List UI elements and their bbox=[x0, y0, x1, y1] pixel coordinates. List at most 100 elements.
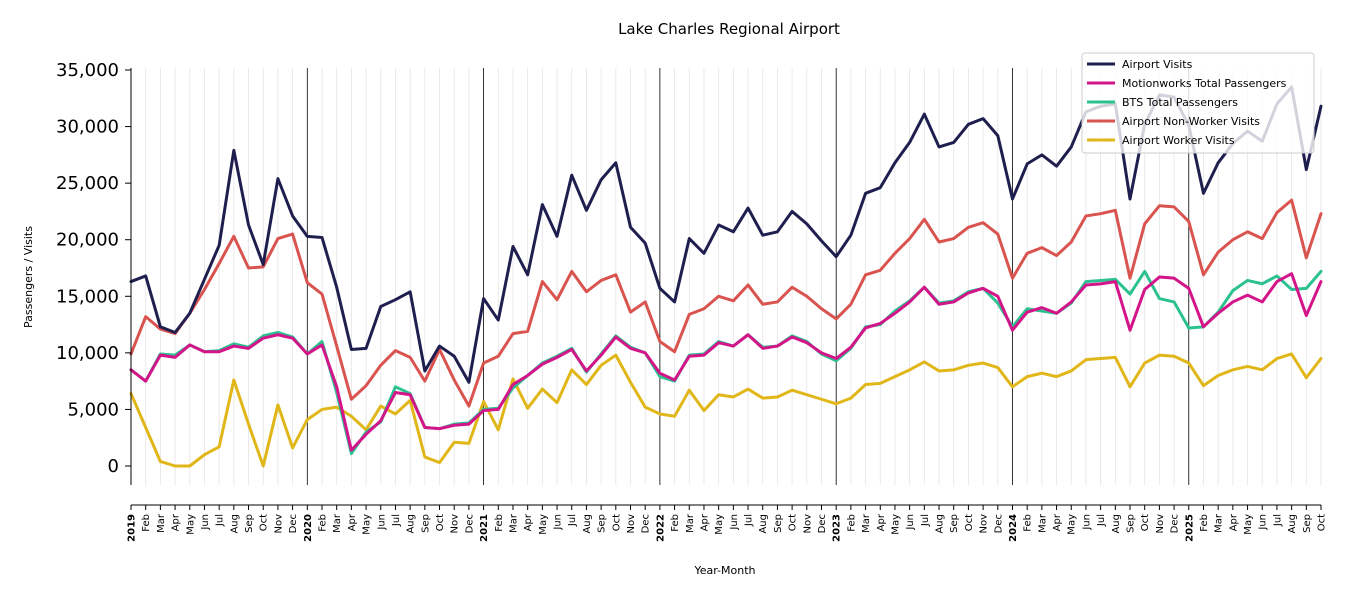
x-tick-month-label: Feb bbox=[317, 514, 328, 532]
x-tick-month-label: Oct bbox=[1140, 514, 1151, 531]
x-tick-month-label: Aug bbox=[229, 514, 240, 534]
y-tick-label: 15,000 bbox=[56, 286, 119, 307]
x-tick-month-label: Jul bbox=[1272, 514, 1283, 527]
x-tick-month-label: Jul bbox=[1096, 514, 1107, 527]
x-tick-month-label: May bbox=[714, 514, 725, 535]
x-tick-month-label: Sep bbox=[949, 514, 960, 533]
x-tick-year-label: 2019 bbox=[127, 514, 138, 542]
x-tick-month-label: May bbox=[1243, 514, 1254, 535]
x-tick-month-label: Mar bbox=[1037, 513, 1048, 533]
x-tick-month-label: Aug bbox=[1111, 514, 1122, 534]
x-tick-month-label: Jun bbox=[1081, 514, 1092, 531]
x-tick-month-label: Sep bbox=[773, 514, 784, 533]
x-tick-month-label: Oct bbox=[964, 514, 975, 531]
x-tick-month-label: May bbox=[185, 514, 196, 535]
x-tick-month-label: Nov bbox=[1155, 514, 1166, 534]
y-tick-label: 0 bbox=[108, 456, 119, 477]
x-tick-month-label: Sep bbox=[244, 514, 255, 533]
x-tick-month-label: Mar bbox=[508, 513, 519, 533]
x-tick-year-label: 2024 bbox=[1008, 514, 1019, 542]
y-tick-label: 20,000 bbox=[56, 230, 119, 251]
x-tick-month-label: Sep bbox=[1126, 514, 1137, 533]
x-tick-month-label: Jun bbox=[200, 514, 211, 531]
x-tick-month-label: Mar bbox=[1214, 513, 1225, 533]
x-tick-month-label: May bbox=[1067, 514, 1078, 535]
chart-title: Lake Charles Regional Airport bbox=[618, 20, 840, 38]
x-tick-month-label: Dec bbox=[464, 514, 475, 533]
y-axis-title: Passengers / Visits bbox=[22, 226, 35, 328]
x-tick-month-label: Oct bbox=[259, 514, 270, 531]
x-tick-month-label: Aug bbox=[935, 514, 946, 534]
x-tick-month-label: May bbox=[538, 514, 549, 535]
legend-box bbox=[1081, 52, 1315, 154]
x-tick-month-label: Mar bbox=[861, 513, 872, 533]
x-tick-month-label: Jul bbox=[744, 514, 755, 527]
y-tick-label: 5,000 bbox=[67, 399, 119, 420]
x-tick-month-label: Feb bbox=[141, 514, 152, 532]
x-tick-month-label: Dec bbox=[288, 514, 299, 533]
legend-label: Airport Non-Worker Visits bbox=[1122, 115, 1260, 128]
y-ticks: 0 5,000 10,000 15,000 20,000 25,000 30,000 35,0… bbox=[56, 60, 131, 477]
x-tick-month-label: Feb bbox=[1023, 514, 1034, 532]
y-tick-label: 30,000 bbox=[56, 117, 119, 138]
y-tick-label: 25,000 bbox=[56, 173, 119, 194]
x-tick-month-label: Feb bbox=[494, 514, 505, 532]
x-tick-month-label: Oct bbox=[1317, 514, 1328, 531]
x-tick-month-label: Apr bbox=[1228, 513, 1239, 531]
x-tick-month-label: Feb bbox=[670, 514, 681, 532]
x-tick-month-label: Nov bbox=[626, 514, 637, 534]
x-tick-month-label: Sep bbox=[597, 514, 608, 533]
x-tick-month-label: Aug bbox=[582, 514, 593, 534]
legend-label: BTS Total Passengers bbox=[1122, 96, 1238, 109]
x-tick-month-label: Sep bbox=[1302, 514, 1313, 533]
legend-label: Airport Visits bbox=[1122, 58, 1193, 71]
x-tick-month-label: Apr bbox=[876, 513, 887, 531]
x-axis-title: Year-Month bbox=[693, 564, 755, 577]
x-tick-month-label: Apr bbox=[523, 513, 534, 531]
legend: Airport Visits Motionworks Total Passenge… bbox=[1081, 52, 1315, 154]
x-tick-month-label: Jun bbox=[376, 514, 387, 531]
legend-label: Motionworks Total Passengers bbox=[1122, 77, 1287, 90]
x-tick-month-label: Mar bbox=[156, 513, 167, 533]
axes bbox=[130, 68, 1321, 506]
x-tick-year-label: 2023 bbox=[832, 514, 843, 542]
x-ticks: 2019 Feb Mar Apr May Jun Jul Aug Sep Oct Nov Dec 202… bbox=[127, 505, 1328, 542]
x-tick-month-label: Nov bbox=[979, 514, 990, 534]
x-tick-month-label: Nov bbox=[273, 514, 284, 534]
x-tick-month-label: Jun bbox=[553, 514, 564, 531]
x-tick-month-label: Aug bbox=[1287, 514, 1298, 534]
x-tick-month-label: Aug bbox=[406, 514, 417, 534]
x-tick-month-label: Aug bbox=[758, 514, 769, 534]
x-tick-month-label: Mar bbox=[332, 513, 343, 533]
x-tick-month-label: May bbox=[890, 514, 901, 535]
x-tick-month-label: Sep bbox=[420, 514, 431, 533]
x-tick-month-label: Apr bbox=[171, 513, 182, 531]
x-tick-month-label: Jun bbox=[905, 514, 916, 531]
x-tick-month-label: Jul bbox=[391, 514, 402, 527]
x-tick-month-label: Nov bbox=[802, 514, 813, 534]
x-tick-month-label: Oct bbox=[611, 514, 622, 531]
x-tick-month-label: Jul bbox=[215, 514, 226, 527]
x-tick-month-label: Jul bbox=[567, 514, 578, 527]
x-tick-month-label: Apr bbox=[347, 513, 358, 531]
x-tick-year-label: 2020 bbox=[303, 514, 314, 542]
series-line-airport-non-worker-visits bbox=[129, 198, 1323, 408]
x-tick-month-label: Dec bbox=[641, 514, 652, 533]
x-tick-year-label: 2022 bbox=[655, 514, 666, 542]
x-tick-month-label: Nov bbox=[450, 514, 461, 534]
x-tick-year-label: 2021 bbox=[479, 514, 490, 542]
x-tick-year-label: 2025 bbox=[1184, 514, 1195, 542]
x-tick-month-label: Jun bbox=[729, 514, 740, 531]
x-tick-month-label: May bbox=[362, 514, 373, 535]
x-tick-month-label: Apr bbox=[699, 513, 710, 531]
series-line-airport-worker-visits bbox=[129, 352, 1323, 468]
x-tick-month-label: Oct bbox=[788, 514, 799, 531]
x-tick-month-label: Mar bbox=[685, 513, 696, 533]
x-tick-month-label: Apr bbox=[1052, 513, 1063, 531]
y-tick-label: 10,000 bbox=[56, 343, 119, 364]
x-tick-month-label: Dec bbox=[993, 514, 1004, 533]
x-tick-month-label: Dec bbox=[817, 514, 828, 533]
x-tick-month-label: Jul bbox=[920, 514, 931, 527]
x-tick-month-label: Oct bbox=[435, 514, 446, 531]
